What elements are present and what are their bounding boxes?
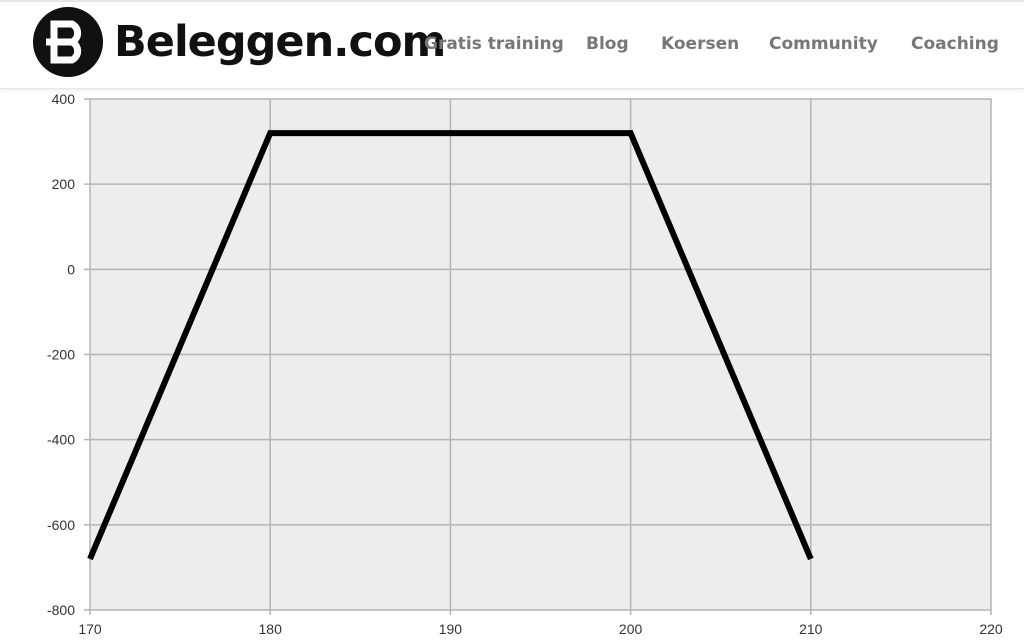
- nav-blog[interactable]: Blog: [586, 34, 629, 54]
- logo[interactable]: Beleggen.com: [32, 6, 446, 78]
- logo-text: Beleggen.com: [114, 17, 446, 67]
- x-tick-label: 190: [439, 621, 463, 637]
- y-tick-label: -200: [47, 347, 75, 363]
- x-tick-label: 170: [78, 621, 102, 637]
- y-tick-label: -400: [47, 432, 75, 448]
- nav-gratis-training[interactable]: Gratis training: [424, 34, 564, 54]
- y-tick-label: -600: [47, 517, 75, 533]
- logo-b-icon: [33, 7, 103, 77]
- x-tick-label: 220: [979, 621, 1003, 637]
- nav-koersen[interactable]: Koersen: [661, 34, 740, 54]
- x-tick-label: 210: [799, 621, 823, 637]
- y-tick-label: 0: [67, 261, 75, 277]
- y-tick-label: 200: [52, 176, 76, 192]
- site-header: Beleggen.com Gratis training Blog Koerse…: [0, 0, 1024, 89]
- y-tick-label: -800: [47, 602, 75, 618]
- nav-coaching[interactable]: Coaching: [911, 34, 999, 54]
- series-line: [87, 130, 814, 561]
- x-tick-label: 200: [619, 621, 643, 637]
- y-tick-label: 400: [52, 91, 76, 107]
- x-tick-label: 180: [259, 621, 283, 637]
- nav-community[interactable]: Community: [769, 34, 878, 54]
